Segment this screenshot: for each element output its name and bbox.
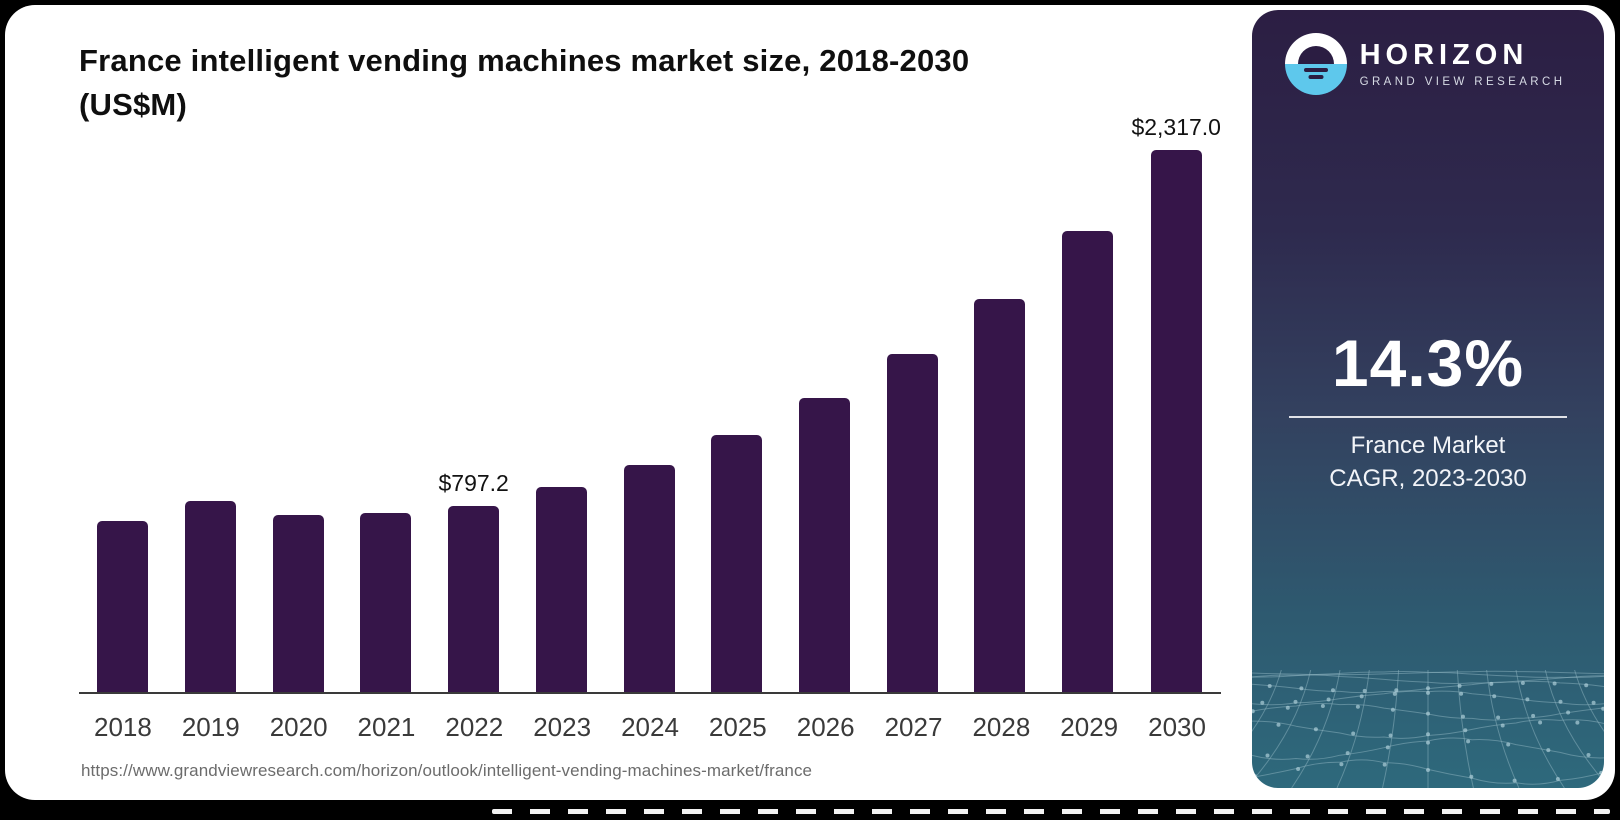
bar-2029 xyxy=(1062,231,1114,692)
bottom-dashed-artifact xyxy=(492,809,1610,814)
x-tick-label: 2018 xyxy=(94,712,152,742)
bar-2018 xyxy=(97,521,149,692)
infographic-card: France intelligent vending machines mark… xyxy=(5,5,1615,800)
logo-text: HORIZON GRAND VIEW RESEARCH xyxy=(1359,38,1566,89)
stat-divider xyxy=(1289,416,1567,418)
brand-name: HORIZON xyxy=(1359,38,1529,71)
chart-title-line2: (US$M) xyxy=(79,87,187,123)
x-tick-label: 2026 xyxy=(796,712,855,742)
bar-2025 xyxy=(711,435,763,692)
bar-value-label: $797.2 xyxy=(438,470,509,496)
bar-2020 xyxy=(272,515,324,692)
brand-tagline: GRAND VIEW RESEARCH xyxy=(1359,76,1566,89)
bar-2023 xyxy=(535,487,587,692)
stat-label-line2: CAGR, 2023-2030 xyxy=(1329,465,1527,493)
stat-label-line1: France Market xyxy=(1350,432,1506,459)
bar-slot xyxy=(254,515,342,692)
cagr-stat: 14.3% France Market CAGR, 2023-2030 xyxy=(1252,325,1604,495)
source-url: https://www.grandviewresearch.com/horizo… xyxy=(81,761,813,780)
bar-2026 xyxy=(798,398,850,692)
chart-panel: France intelligent vending machines mark… xyxy=(79,5,1229,800)
bar-2030 xyxy=(1150,150,1202,692)
bar-slot xyxy=(79,521,167,692)
bar-slot: $2,317.0 xyxy=(1131,114,1221,692)
bar-2028 xyxy=(974,299,1026,692)
x-tick-label: 2024 xyxy=(621,712,679,742)
x-tick-label: 2029 xyxy=(1060,712,1119,742)
bar-slot xyxy=(342,513,430,692)
x-tick-label: 2019 xyxy=(181,712,240,742)
logo-sun-dome xyxy=(1297,46,1334,64)
mesh-pattern xyxy=(1252,670,1604,788)
bar-2027 xyxy=(886,354,938,692)
bar-slot xyxy=(167,501,255,692)
bars-row: $797.2 $2,317.0 xyxy=(79,114,1221,694)
logo: HORIZON GRAND VIEW RESEARCH xyxy=(1252,33,1604,95)
x-tick-label: 2028 xyxy=(972,712,1031,742)
bar-slot xyxy=(518,487,606,692)
x-axis-labels: 2018 2019 2020 2021 2022 2023 2024 2025 2026 2027… xyxy=(79,712,1221,743)
logo-reflection-dash xyxy=(1308,75,1324,79)
x-tick-label: 2022 xyxy=(445,712,504,742)
cagr-value: 14.3% xyxy=(1331,326,1525,400)
x-tick-label: 2030 xyxy=(1148,712,1206,742)
horizon-logo-icon xyxy=(1284,33,1347,95)
x-tick-label: 2025 xyxy=(708,712,767,742)
x-tick-label: 2021 xyxy=(357,712,416,742)
bar-slot xyxy=(868,354,956,692)
x-tick-label: 2023 xyxy=(533,712,592,742)
sidebar: HORIZON GRAND VIEW RESEARCH 14.3% France… xyxy=(1252,10,1604,788)
bar-2021 xyxy=(360,513,412,692)
bar-slot xyxy=(781,398,869,692)
bar-slot xyxy=(1044,231,1132,692)
bar-slot xyxy=(693,435,781,692)
chart-title: France intelligent vending machines mark… xyxy=(79,39,1229,127)
x-tick-label: 2027 xyxy=(884,712,943,742)
bar-slot xyxy=(956,299,1044,692)
x-tick-label: 2020 xyxy=(269,712,328,742)
bar-2019 xyxy=(185,501,237,692)
chart-title-line1: France intelligent vending machines mark… xyxy=(79,43,970,78)
bar-slot: $797.2 xyxy=(430,470,518,692)
bar-2024 xyxy=(623,465,675,692)
logo-reflection-dash xyxy=(1303,68,1328,72)
bar-slot xyxy=(605,465,693,692)
bar-value-label: $2,317.0 xyxy=(1131,114,1221,140)
bar-2022 xyxy=(448,506,500,692)
